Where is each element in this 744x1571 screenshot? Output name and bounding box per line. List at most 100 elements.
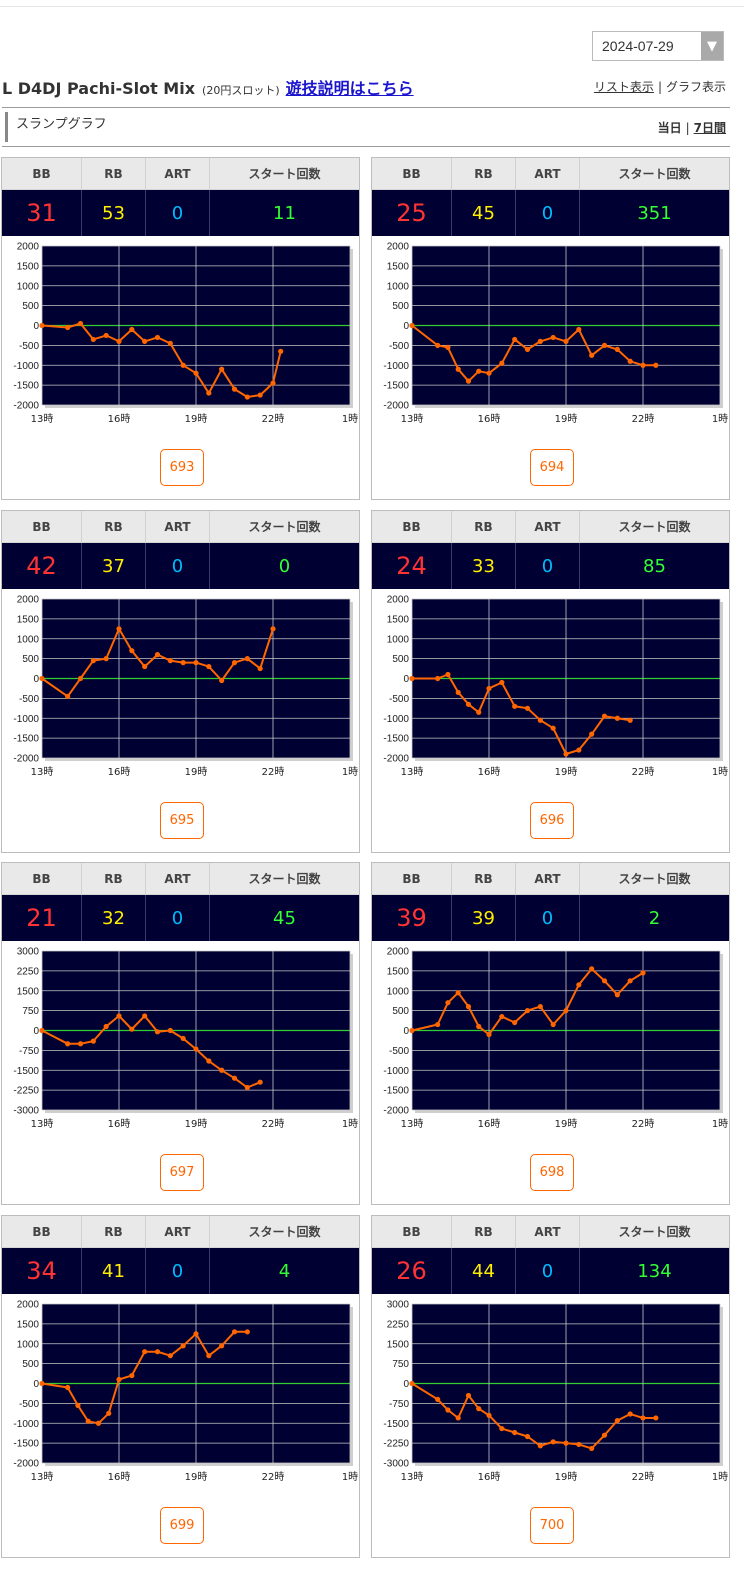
y-tick-label: 3000 (17, 947, 40, 958)
machine-number-button[interactable]: 694 (530, 449, 574, 486)
data-point (512, 703, 518, 709)
y-tick-label: -1500 (13, 381, 39, 392)
series-line (412, 673, 631, 755)
data-point (445, 671, 451, 678)
header-bb: BB (2, 511, 82, 542)
data-point (601, 713, 608, 719)
header-rb: RB (452, 158, 516, 189)
data-point (180, 1035, 186, 1042)
y-tick-label: -1000 (383, 1066, 409, 1077)
rb-count: 32 (102, 907, 125, 929)
y-tick-label: -3000 (383, 1459, 409, 1470)
y-tick-label: -750 (19, 1046, 39, 1057)
machine-number-button[interactable]: 700 (530, 1507, 574, 1544)
art-count: 0 (171, 1260, 184, 1282)
data-point (116, 1013, 122, 1019)
data-point (589, 352, 595, 358)
range-7days-link[interactable]: 7日間 (693, 121, 726, 135)
header-art: ART (146, 511, 210, 542)
y-tick-label: 500 (392, 1006, 409, 1017)
x-tick-label: 16時 (478, 413, 501, 425)
data-point (550, 334, 556, 341)
data-point (640, 970, 646, 976)
data-point (445, 1000, 451, 1006)
y-tick-label: 0 (33, 1379, 39, 1390)
data-point (244, 656, 250, 662)
bb-count: 42 (26, 552, 57, 580)
data-point (589, 731, 595, 737)
y-tick-label: 1500 (387, 1339, 410, 1350)
data-point (77, 320, 84, 327)
machine-number-button[interactable]: 695 (160, 802, 204, 839)
data-point (257, 1079, 263, 1085)
counter-values: 24 33 0 85 (372, 543, 729, 589)
section-title: スランプグラフ (5, 112, 107, 142)
graph-view-label: グラフ表示 (665, 80, 726, 94)
data-point (65, 1384, 71, 1391)
data-point (524, 705, 531, 711)
data-point (193, 1331, 199, 1337)
data-point (435, 1021, 441, 1028)
howto-link[interactable]: 遊技説明はこちら (285, 79, 414, 98)
date-select[interactable]: 2024-07-29 ▼ (592, 31, 724, 61)
machine-number-button[interactable]: 699 (160, 1507, 204, 1544)
y-tick-label: 0 (33, 321, 39, 332)
y-tick-label: -500 (389, 1046, 409, 1057)
data-point (142, 338, 148, 344)
y-tick-label: 2250 (387, 1319, 410, 1330)
data-point (154, 1349, 161, 1355)
data-point (601, 978, 608, 984)
y-tick-label: -2000 (13, 1459, 39, 1470)
x-tick-label: 13時 (31, 1118, 54, 1130)
view-switch: リスト表示 | グラフ表示 (594, 78, 726, 95)
data-point (576, 747, 582, 753)
data-point (537, 338, 543, 344)
header-start: スタート回数 (618, 520, 691, 534)
data-point (550, 725, 556, 731)
counter-values: 21 32 0 45 (2, 895, 359, 941)
y-tick-label: 500 (392, 654, 409, 665)
x-tick-label: 19時 (555, 413, 578, 425)
header-bb: BB (372, 511, 452, 542)
header-art: ART (516, 1216, 580, 1247)
machine-card: BB RB ART スタート回数 26 44 0 134 700 3000 2250 1500 750 0… (371, 1215, 730, 1558)
y-tick-label: -1500 (13, 734, 39, 745)
data-point (193, 1046, 199, 1052)
x-tick-label: 1時 (342, 1118, 358, 1130)
y-tick-label: -2250 (13, 1086, 39, 1097)
data-point (435, 1396, 441, 1402)
data-point (563, 338, 569, 344)
start-count: 2 (648, 907, 661, 929)
data-point (270, 626, 276, 632)
y-tick-label: -1500 (13, 1439, 39, 1450)
machine-number-button[interactable]: 697 (160, 1154, 204, 1191)
data-point (653, 362, 659, 368)
x-tick-label: 22時 (632, 1118, 655, 1130)
data-point (219, 677, 225, 684)
start-count: 45 (273, 907, 296, 929)
machine-number-button[interactable]: 696 (530, 802, 574, 839)
date-select-value: 2024-07-29 (602, 38, 674, 54)
machine-number-button[interactable]: 698 (530, 1154, 574, 1191)
y-tick-label: -1500 (383, 1419, 409, 1430)
y-tick-label: 1500 (17, 1319, 40, 1330)
y-tick-label: 1500 (387, 614, 410, 625)
art-count: 0 (541, 1260, 554, 1282)
data-point (614, 1418, 620, 1424)
start-count: 134 (637, 1260, 672, 1282)
y-tick-label: -500 (19, 1399, 39, 1410)
data-point (65, 693, 71, 699)
list-view-link[interactable]: リスト表示 (593, 80, 654, 94)
machine-number-button[interactable]: 693 (160, 449, 204, 486)
chevron-down-icon[interactable]: ▼ (701, 32, 723, 60)
x-tick-label: 22時 (632, 1471, 655, 1483)
counter-values: 31 53 0 11 (2, 190, 359, 236)
y-tick-label: -1500 (383, 1086, 409, 1097)
y-tick-label: -1000 (13, 1419, 39, 1430)
data-point (193, 370, 199, 376)
data-point (409, 1027, 415, 1034)
y-tick-label: -2000 (13, 401, 39, 412)
data-point (499, 360, 505, 366)
x-tick-label: 16時 (478, 1118, 501, 1130)
